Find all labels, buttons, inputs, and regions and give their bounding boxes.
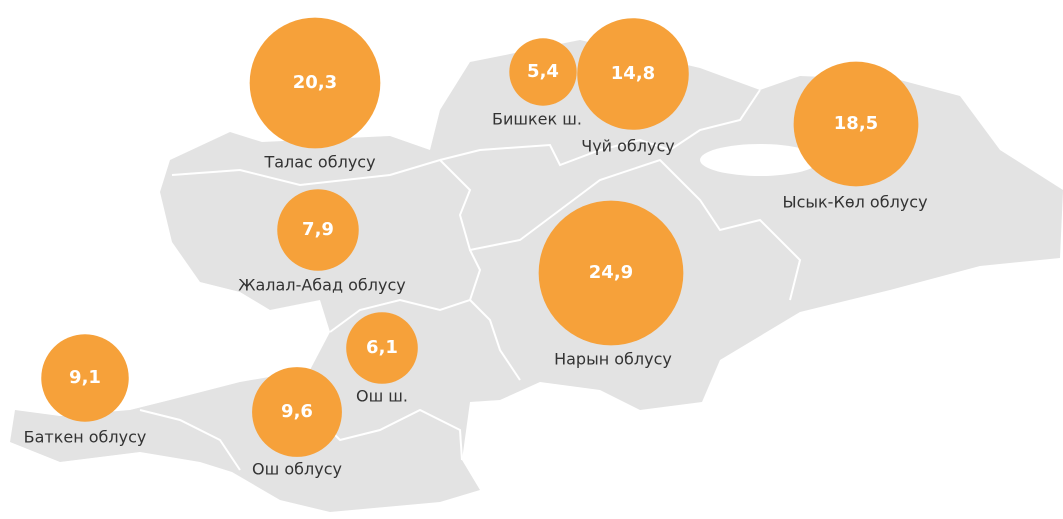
bubble [346, 312, 418, 384]
value-label: 7,9 [302, 219, 334, 240]
region-border [469, 299, 521, 381]
region-label: Талас облусу [263, 153, 375, 172]
value-label: 18,5 [834, 113, 878, 134]
region-label: Чүй облусу [581, 137, 675, 156]
bubble [793, 61, 919, 187]
value-label: 20,3 [293, 72, 337, 93]
lake [700, 144, 820, 176]
value-label: 9,6 [281, 401, 313, 422]
value-label: 6,1 [366, 337, 398, 358]
region-label: Ысык-Көл облусу [782, 193, 927, 212]
region-label: Бишкек ш. [492, 110, 582, 129]
bubble [538, 200, 684, 346]
bubble [277, 189, 359, 271]
bubble [509, 38, 577, 106]
region-border [439, 89, 761, 167]
value-label: 9,1 [69, 367, 101, 388]
region-label: Жалал-Абад облусу [238, 276, 405, 295]
bubble [577, 18, 689, 130]
region-border [139, 409, 241, 471]
bubble [41, 334, 129, 422]
value-label: 5,4 [527, 61, 559, 82]
bubble [249, 17, 381, 149]
value-label: 14,8 [611, 63, 655, 84]
region-label: Баткен облусу [24, 428, 147, 447]
region-label: Ош ш. [356, 387, 408, 406]
bubble [252, 367, 342, 457]
region-label: Нарын облусу [554, 350, 672, 369]
region-label: Ош облусу [252, 460, 342, 479]
value-label: 24,9 [589, 262, 633, 283]
region-border [329, 249, 482, 333]
region-border [171, 158, 802, 301]
